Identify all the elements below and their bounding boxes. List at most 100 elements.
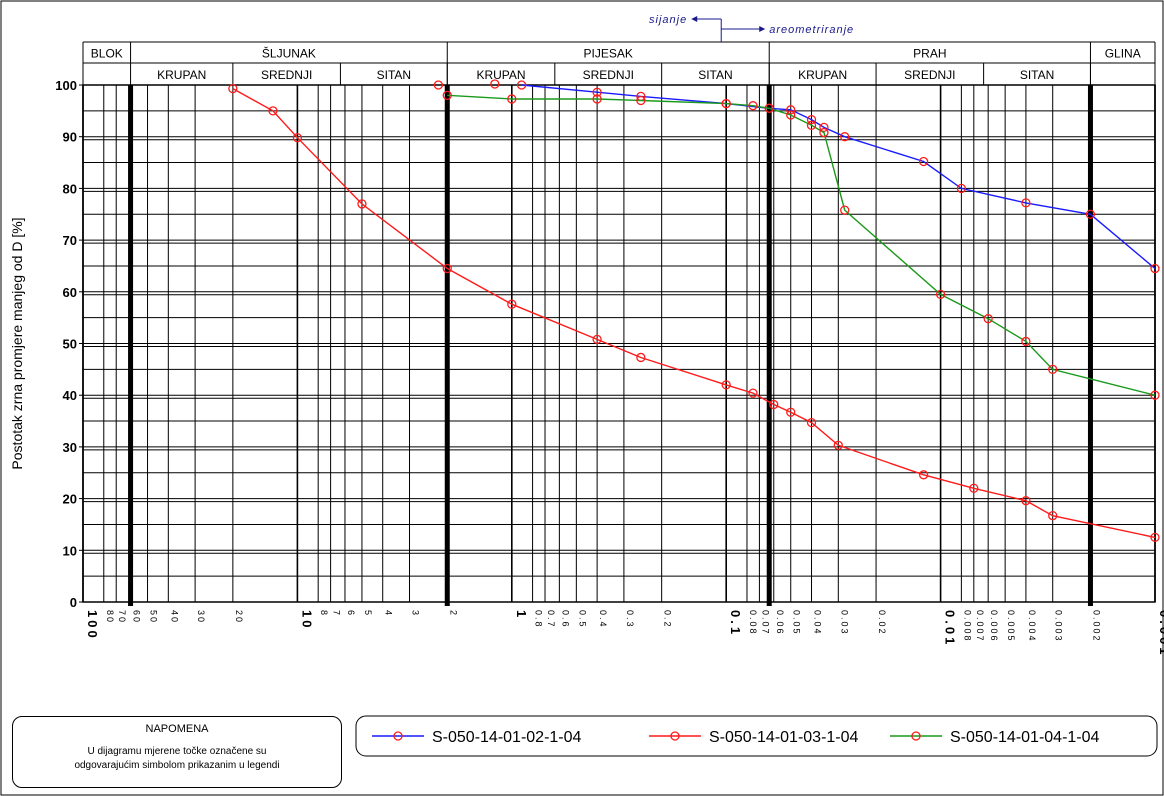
series-2-point [507,299,517,309]
annotation-right-arrowhead [759,26,766,32]
series-3-point [721,98,731,109]
y-tick-label: 10 [63,543,77,558]
x-tick-label: 70 [117,610,127,624]
series-2-point [786,407,796,417]
header-subgroup-label: SITAN [377,68,411,82]
y-tick-label: 0 [70,595,77,610]
y-tick-label: 80 [63,181,77,196]
x-tick-label: 0.1 [728,610,743,637]
series-3-point [636,95,646,106]
series-1-point [1021,198,1031,208]
x-tick-label: 0.2 [663,610,673,629]
header-group-label: ŠLJUNAK [262,46,316,61]
series-3-point [592,94,602,104]
x-tick-label: 0.5 [577,610,587,629]
x-tick-label: 0.003 [1054,610,1064,643]
x-tick-label: 5 [363,610,373,617]
series-2-point [769,399,779,410]
x-tick-label: 0.04 [813,610,823,636]
series-extra-point [433,80,444,90]
series-1-point [516,80,527,90]
y-tick-label: 100 [55,78,77,93]
series-3-point [764,103,774,113]
series-2-point [292,133,303,143]
header-subgroup-label: KRUPAN [798,68,847,82]
series-2-point [806,417,817,428]
series-2-point [228,83,238,94]
x-tick-label: 10 [299,610,314,630]
series-1-point [956,183,967,194]
x-tick-label: 0.03 [839,610,849,636]
x-tick-label: 0.8 [534,610,544,629]
x-tick-label: 4 [384,610,394,617]
x-tick-label: 0.006 [989,610,999,643]
series-1-point [806,114,817,125]
y-tick-label: 90 [63,130,77,145]
series-2-point [1150,532,1160,543]
header-subgroup-label: SREDNJI [261,68,312,82]
x-tick-label: 0.06 [775,610,785,636]
series-2-point [1048,511,1058,521]
x-tick-label: 30 [196,610,206,624]
series-2-point [357,199,367,209]
legend-marker-2 [670,731,680,741]
series-line-3 [447,94,1156,396]
note-title: NAPOMENA [145,723,209,735]
x-tick-label: 0.05 [792,610,802,636]
header-subgroup-label: KRUPAN [476,68,525,82]
series-3-point [935,289,946,300]
series-2-point [636,352,646,363]
x-tick-label: 50 [149,610,159,624]
series-1-point [786,105,796,115]
legend-label-3: S-050-14-01-04-1-04 [950,729,1100,746]
series-2-point [721,380,731,390]
x-tick-label: 0.005 [1006,610,1016,643]
series-2-point [592,334,602,345]
x-tick-label: 0.001 [1157,610,1164,658]
series-2-point [748,388,758,398]
annotation-left-arrowhead [691,16,698,22]
x-tick-label: 0.002 [1091,610,1101,643]
y-tick-label: 50 [63,337,77,352]
series-1-point [1085,209,1096,219]
y-tick-label: 60 [63,285,77,300]
x-tick-label: 0.02 [877,610,887,636]
series-2-point [969,483,979,493]
y-tick-label: 20 [63,492,77,507]
x-tick-label: 0.4 [598,610,608,629]
series-1-point [918,156,929,167]
x-tick-label: 0.07 [760,610,770,636]
x-tick-label: 2 [448,610,458,617]
series-3-point [806,120,817,130]
note-box: NAPOMENA U dijagramu mjerene točke označ… [12,716,342,788]
series-2-point [442,263,452,274]
x-tick-label: 0.004 [1027,610,1037,643]
x-tick-label: 80 [105,610,115,624]
x-tick-label: 0.007 [975,610,985,643]
header-subgroup-label: KRUPAN [157,68,206,82]
x-tick-label: 0.08 [748,610,758,636]
header-subgroup-label: SREDNJI [904,68,955,82]
series-3-point [840,205,850,215]
series-3-point [983,314,993,324]
x-tick-label: 0.7 [546,610,556,629]
series-line-1 [521,84,1156,270]
header-subgroup-label: SITAN [1020,68,1054,82]
legend-label-2: S-050-14-01-03-1-04 [709,729,859,746]
series-line-2 [232,87,1156,539]
series-2-point [918,470,929,480]
legend-marker-1 [393,731,403,741]
y-tick-label: 30 [63,440,77,455]
y-tick-label: 40 [63,388,77,403]
x-tick-label: 0.3 [625,610,635,629]
x-tick-label: 20 [234,610,244,624]
series-2-point [833,440,843,450]
header-subgroup-label: SREDNJI [583,68,634,82]
note-line-1: U dijagramu mjerene točke označene su [87,746,267,757]
x-tick-label: 7 [332,610,342,617]
x-tick-label: 0.008 [962,610,972,643]
series-3-point [748,101,758,111]
x-tick-label: 0.6 [560,610,570,629]
